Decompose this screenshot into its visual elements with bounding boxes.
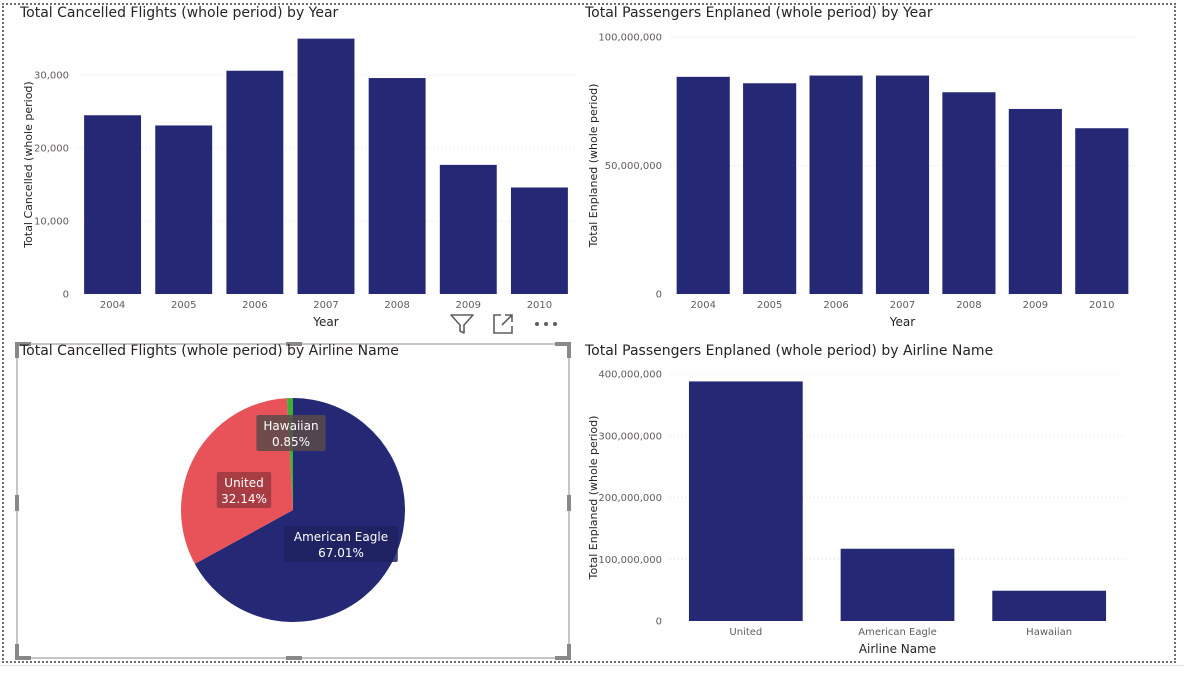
x-tick-label: 2004 bbox=[690, 300, 715, 311]
y-tick-label: 20,000 bbox=[34, 144, 69, 155]
visual-enplaned-by-year[interactable]: Total Passengers Enplaned (whole period)… bbox=[585, 5, 1175, 335]
cancelled-by-year-chart: 0 10,000 20,000 30,000 2004 2005 2006 2007 2008 2… bbox=[22, 38, 575, 329]
x-axis-title: Airline Name bbox=[859, 642, 936, 656]
chart-title: Total Passengers Enplaned (whole period)… bbox=[585, 343, 994, 359]
more-options-icon[interactable] bbox=[532, 311, 560, 337]
resize-handle[interactable] bbox=[286, 342, 302, 346]
x-tick-label: 2010 bbox=[527, 300, 552, 311]
y-tick-label: 10,000 bbox=[34, 217, 69, 228]
x-tick-label: 2004 bbox=[100, 300, 125, 311]
visual-cancelled-by-year[interactable]: Total Cancelled Flights (whole period) b… bbox=[20, 5, 580, 335]
slice-percent-label: 67.01% bbox=[318, 546, 364, 560]
focus-mode-icon[interactable] bbox=[490, 311, 518, 337]
x-axis-title: Year bbox=[889, 315, 915, 329]
y-tick-label: 0 bbox=[656, 290, 662, 301]
visual-header bbox=[448, 311, 560, 337]
resize-handle[interactable] bbox=[15, 644, 31, 660]
bar bbox=[1008, 108, 1062, 295]
x-tick-label: 2009 bbox=[1023, 300, 1048, 311]
y-tick-label: 30,000 bbox=[34, 71, 69, 82]
y-tick-label: 400,000,000 bbox=[598, 370, 662, 381]
resize-handle[interactable] bbox=[286, 656, 302, 660]
slice-percent-label: 0.85% bbox=[272, 435, 310, 449]
y-tick-label: 0 bbox=[656, 617, 662, 628]
slice-name-label: United bbox=[224, 476, 263, 490]
bar bbox=[875, 75, 930, 294]
bar bbox=[510, 187, 568, 294]
bar bbox=[439, 164, 497, 294]
data-label: American Eagle 67.01% bbox=[284, 526, 398, 562]
visual-cancelled-by-airline[interactable]: Total Cancelled Flights (whole period) b… bbox=[20, 343, 570, 659]
bar bbox=[743, 83, 797, 294]
chart-title: Total Passengers Enplaned (whole period)… bbox=[585, 5, 933, 21]
data-label-background bbox=[216, 472, 272, 508]
y-axis-title: Total Enplaned (whole period) bbox=[587, 84, 600, 249]
bar bbox=[688, 381, 803, 621]
selected-visual-frame bbox=[15, 342, 571, 660]
chart-title: Total Cancelled Flights (whole period) b… bbox=[20, 5, 339, 21]
visual-enplaned-by-airline[interactable]: Total Passengers Enplaned (whole period)… bbox=[585, 343, 1175, 659]
enplaned-by-airline-chart: 0 100,000,000 200,000,000 300,000,000 400,00… bbox=[587, 370, 1125, 656]
x-tick-label: 2010 bbox=[1089, 300, 1114, 311]
bar bbox=[84, 115, 142, 294]
bar bbox=[155, 125, 213, 294]
resize-handle[interactable] bbox=[555, 644, 571, 660]
y-tick-label: 0 bbox=[63, 290, 69, 301]
data-label-background bbox=[284, 526, 398, 562]
y-tick-label: 200,000,000 bbox=[598, 493, 662, 504]
x-tick-label: 2006 bbox=[242, 300, 267, 311]
y-tick-label: 100,000,000 bbox=[598, 33, 662, 44]
bar bbox=[809, 75, 863, 294]
y-axis-title: Total Cancelled (whole period) bbox=[22, 81, 35, 248]
enplaned-by-year-chart: 0 50,000,000 100,000,000 2004 2005 2006 2007 20… bbox=[587, 33, 1135, 329]
y-tick-label: 100,000,000 bbox=[598, 555, 662, 566]
slice-percent-label: 32.14% bbox=[221, 492, 267, 506]
x-tick-label: American Eagle bbox=[858, 627, 937, 638]
x-tick-label: 2005 bbox=[171, 300, 196, 311]
bar bbox=[942, 92, 996, 294]
x-tick-label: United bbox=[729, 627, 762, 638]
x-tick-label: 2007 bbox=[313, 300, 338, 311]
resize-handle[interactable] bbox=[567, 495, 571, 511]
bar bbox=[676, 76, 730, 295]
cancelled-by-airline-pie: American Eagle 67.01% United 32.14% Hawaiian… bbox=[181, 398, 405, 622]
slice-name-label: American Eagle bbox=[294, 530, 388, 544]
y-axis-title: Total Enplaned (whole period) bbox=[587, 416, 600, 581]
slice-name-label: Hawaiian bbox=[263, 419, 318, 433]
filter-icon[interactable] bbox=[448, 311, 476, 337]
bar bbox=[368, 78, 426, 294]
x-tick-label: 2008 bbox=[956, 300, 981, 311]
chart-title: Total Cancelled Flights (whole period) b… bbox=[20, 343, 399, 359]
x-tick-label: 2009 bbox=[456, 300, 481, 311]
x-tick-label: 2005 bbox=[757, 300, 782, 311]
pie-slice bbox=[194, 398, 405, 622]
y-tick-label: 300,000,000 bbox=[598, 431, 662, 442]
data-label: United 32.14% bbox=[216, 472, 272, 508]
resize-handle[interactable] bbox=[15, 342, 31, 358]
report-canvas bbox=[2, 3, 1176, 663]
bar bbox=[992, 590, 1107, 621]
x-tick-label: Hawaiian bbox=[1026, 627, 1072, 638]
x-axis-title: Year bbox=[312, 315, 338, 329]
data-label-background bbox=[256, 415, 326, 451]
resize-handle[interactable] bbox=[555, 342, 571, 358]
data-label: Hawaiian 0.85% bbox=[256, 415, 326, 451]
bar bbox=[1075, 128, 1129, 294]
bar bbox=[840, 548, 955, 621]
y-tick-label: 50,000,000 bbox=[605, 161, 662, 172]
bar bbox=[297, 38, 355, 294]
resize-handle[interactable] bbox=[15, 495, 19, 511]
x-tick-label: 2007 bbox=[890, 300, 915, 311]
x-tick-label: 2008 bbox=[384, 300, 409, 311]
x-tick-label: 2006 bbox=[823, 300, 848, 311]
page-tab-strip bbox=[0, 665, 1184, 674]
bar bbox=[226, 70, 284, 294]
